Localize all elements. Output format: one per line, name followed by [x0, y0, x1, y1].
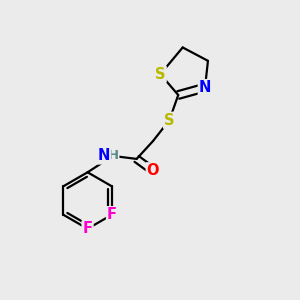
Text: F: F	[107, 207, 117, 222]
Text: S: S	[155, 67, 166, 82]
Text: N: N	[199, 80, 211, 95]
Text: N: N	[98, 148, 110, 164]
Text: O: O	[147, 163, 159, 178]
Text: H: H	[107, 149, 118, 162]
Text: S: S	[164, 113, 175, 128]
Text: F: F	[82, 221, 93, 236]
